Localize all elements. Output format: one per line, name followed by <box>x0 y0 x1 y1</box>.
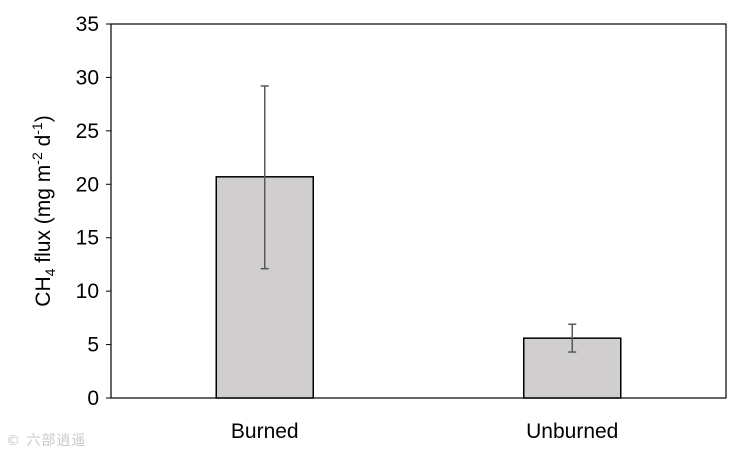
y-axis-ticks: 0 5 10 15 20 25 30 35 <box>76 13 111 410</box>
y-tick-label: 15 <box>76 227 99 250</box>
error-bars <box>260 85 577 353</box>
y-tick-label: 20 <box>76 173 99 196</box>
y-label-sup-2: -1 <box>29 122 45 135</box>
y-tick-label: 35 <box>76 13 99 36</box>
y-axis-label: CH4 flux (mg m-2 d-1) <box>29 115 58 306</box>
plot-area <box>110 23 727 399</box>
y-tick-label: 5 <box>87 334 99 357</box>
y-tick-label: 30 <box>76 66 99 89</box>
x-tick-label-unburned: Unburned <box>526 420 618 443</box>
y-label-part-2: flux (mg m <box>32 165 55 269</box>
y-label-part-4: ) <box>32 115 55 122</box>
x-axis-ticks: Burned Unburned <box>231 420 618 443</box>
watermark: © 六部逍遥 <box>6 433 87 449</box>
y-tick-label: 10 <box>76 280 99 303</box>
y-label-sup-1: -2 <box>29 152 45 165</box>
y-label-sub-1: 4 <box>42 268 58 276</box>
y-label-part-3: d <box>32 135 55 153</box>
y-tick-label: 25 <box>76 120 99 143</box>
y-label-part-1: CH <box>32 276 55 306</box>
y-tick-label: 0 <box>87 387 99 410</box>
x-tick-label-burned: Burned <box>231 420 299 443</box>
